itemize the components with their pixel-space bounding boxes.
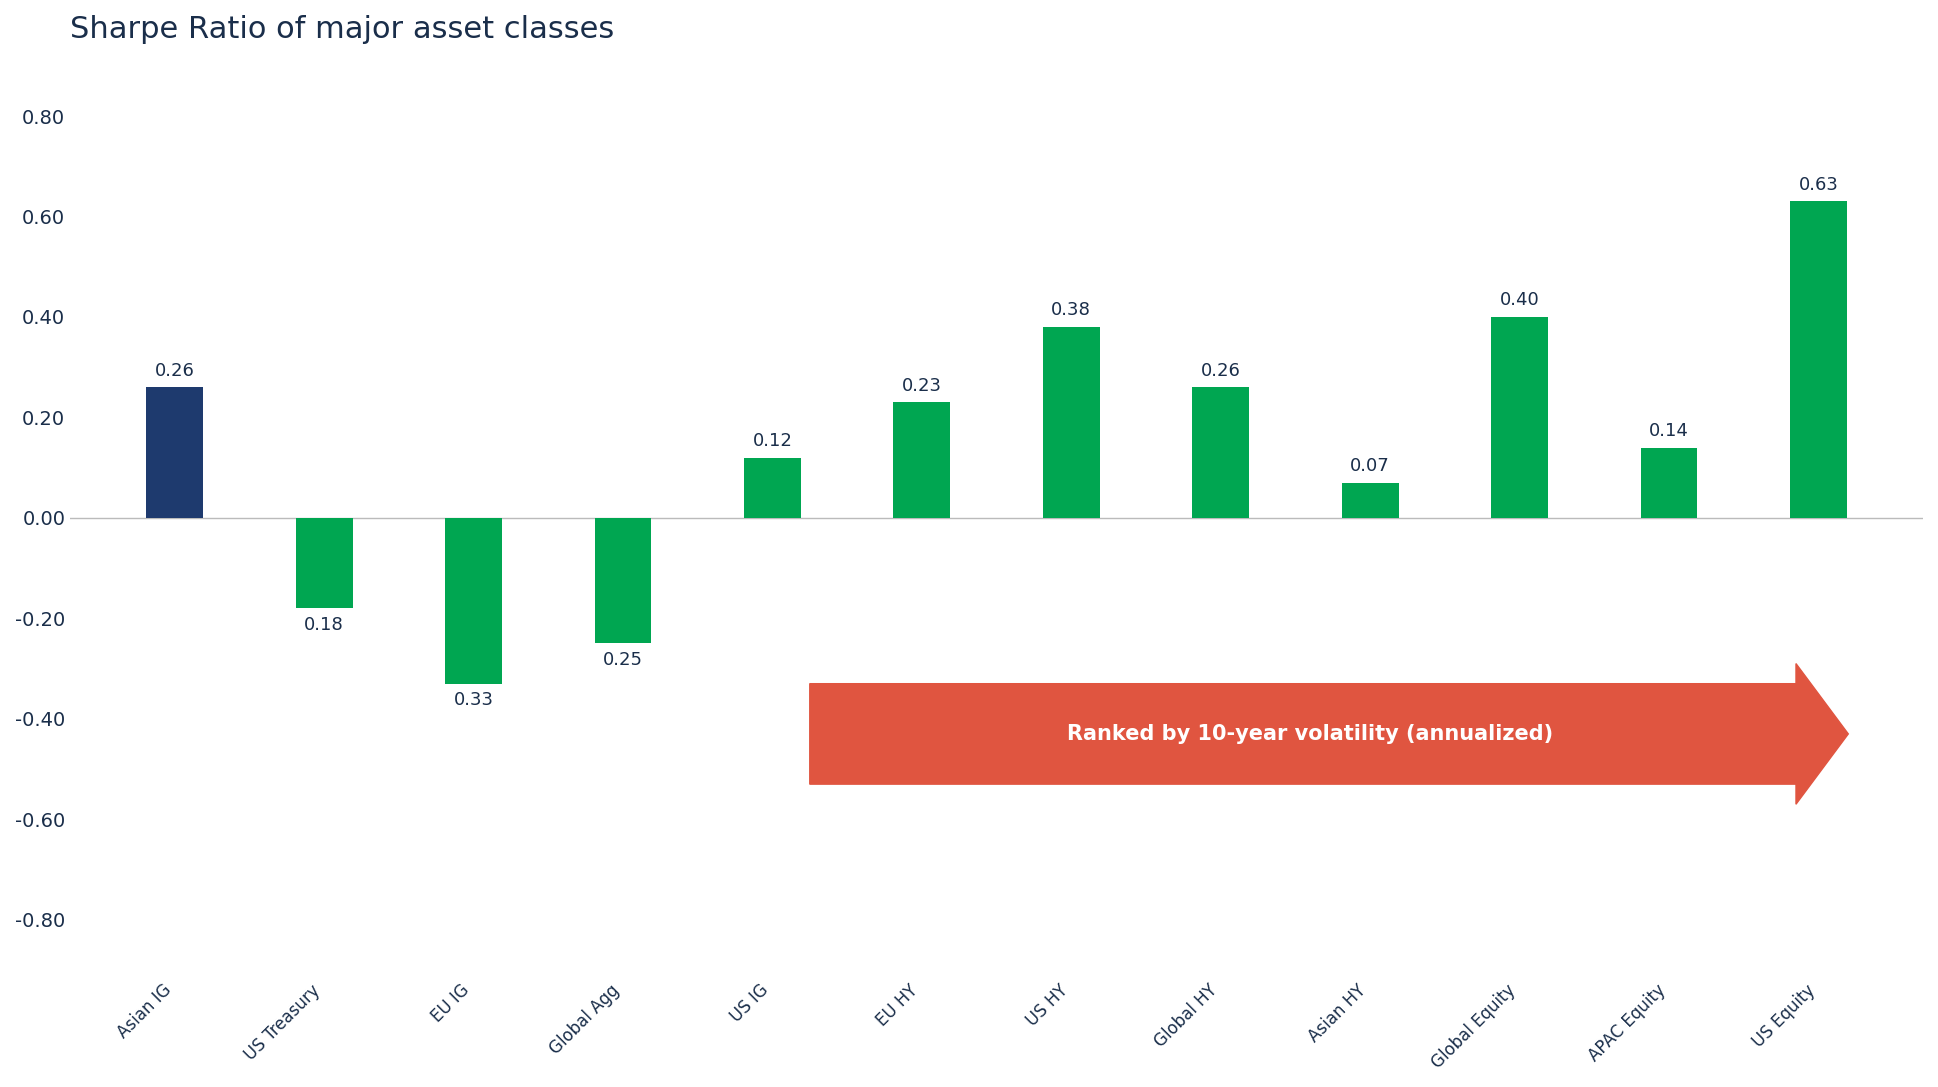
Text: 0.63: 0.63 <box>1798 176 1839 193</box>
Bar <box>595 517 651 644</box>
Text: 0.18: 0.18 <box>304 616 345 634</box>
Bar <box>893 402 950 517</box>
Text: 0.38: 0.38 <box>1050 301 1091 320</box>
FancyArrow shape <box>810 663 1849 804</box>
Bar <box>446 517 502 684</box>
Bar <box>1490 317 1548 517</box>
Bar <box>1192 387 1250 517</box>
Text: Ranked by 10-year volatility (annualized): Ranked by 10-year volatility (annualized… <box>1068 724 1554 744</box>
Text: 0.12: 0.12 <box>752 433 793 450</box>
Text: 0.23: 0.23 <box>901 377 942 395</box>
Text: Sharpe Ratio of major asset classes: Sharpe Ratio of major asset classes <box>70 15 614 43</box>
Bar <box>1641 448 1698 517</box>
Text: 0.26: 0.26 <box>1202 362 1240 379</box>
Bar <box>297 517 353 609</box>
Text: 0.33: 0.33 <box>453 691 494 709</box>
Bar <box>1341 483 1399 517</box>
Text: 0.14: 0.14 <box>1649 422 1688 440</box>
Bar <box>1043 327 1099 517</box>
Bar <box>145 387 203 517</box>
Text: 0.25: 0.25 <box>603 651 643 669</box>
Text: 0.07: 0.07 <box>1351 458 1390 475</box>
Bar <box>744 458 800 517</box>
Text: 0.40: 0.40 <box>1500 291 1539 310</box>
Text: 0.26: 0.26 <box>155 362 194 379</box>
Bar <box>1791 201 1847 517</box>
